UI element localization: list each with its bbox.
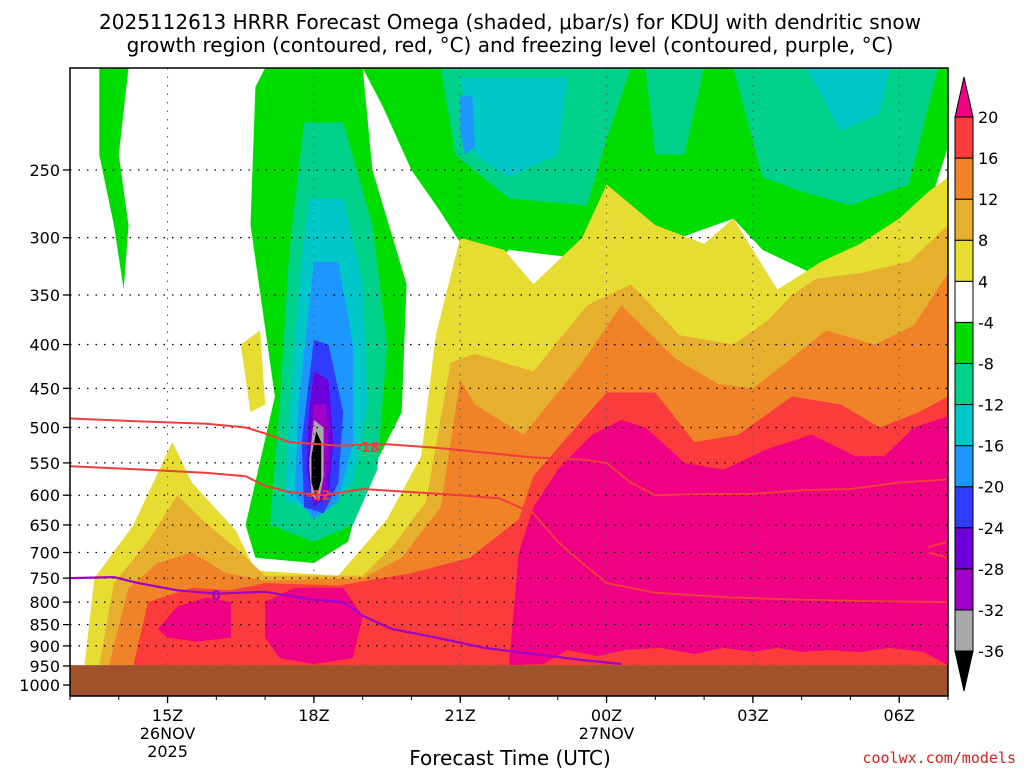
colorbar-bin-min (954, 650, 974, 692)
dgz-contour-label: -18 (356, 441, 380, 456)
x-tick-label-00Z: 00Z (591, 706, 622, 725)
x-tick-label-15Z: 15Z (152, 706, 183, 725)
y-tick-label-800: 800 (29, 593, 60, 612)
omega-region--16-8 (460, 77, 568, 178)
colorbar-label-20: 20 (978, 108, 998, 127)
omega-region--8-0 (99, 68, 129, 290)
colorbar-label-12: 12 (978, 190, 998, 209)
chart-title-line2: growth region (contoured, red, °C) and f… (127, 33, 894, 57)
dgz-contour-segment-2 (928, 540, 948, 549)
colorbar-bin-6 (954, 362, 974, 406)
omega-region-4-18 (240, 330, 266, 413)
dgz-contour--12-1 (70, 465, 948, 604)
ground-below-surface (70, 665, 948, 696)
x-tick-date-00Z: 27NOV (579, 724, 635, 743)
colorbar-label--24: -24 (978, 519, 1004, 538)
dgz-contour--18-0 (70, 417, 948, 497)
y-tick-label-250: 250 (29, 161, 60, 180)
y-tick-label-900: 900 (29, 637, 60, 656)
colorbar-bin-0 (954, 609, 974, 652)
y-tick-label-850: 850 (29, 616, 60, 635)
colorbar-label--32: -32 (978, 601, 1004, 620)
y-tick-label-550: 550 (29, 454, 60, 473)
y-tick-label-300: 300 (29, 229, 60, 248)
colorbar-label-4: 4 (978, 272, 988, 291)
y-tick-label-1000: 1000 (19, 676, 60, 695)
colorbar-label-8: 8 (978, 231, 988, 250)
colorbar-label--20: -20 (978, 478, 1004, 497)
x-axis-label: Forecast Time (UTC) (409, 746, 611, 768)
dgz-contour-label: -12 (307, 489, 331, 504)
contour-lines: -18 -12 0 (70, 417, 948, 666)
y-tick-label-350: 350 (29, 286, 60, 305)
y-tick-label-950: 950 (29, 657, 60, 676)
colorbar-label--8: -8 (978, 354, 994, 373)
y-tick-label-600: 600 (29, 486, 60, 505)
x-tick-label-06Z: 06Z (884, 706, 915, 725)
omega-region--20-11 (460, 96, 475, 155)
colorbar-bin-10 (954, 198, 974, 241)
y-tick-label-500: 500 (29, 418, 60, 437)
omega-region--12-5 (645, 68, 705, 155)
x-tick-year-15Z: 2025 (147, 742, 188, 761)
pressure-axis: 250 300 350 400 450 500 550 600 650 700 750 800 850 9… (19, 161, 70, 695)
colorbar-label--4: -4 (978, 313, 994, 332)
y-tick-label-650: 650 (29, 516, 60, 535)
plot-area: -18 -12 0 (70, 68, 948, 696)
y-tick-label-450: 450 (29, 379, 60, 398)
colorbar-bin-3 (954, 486, 974, 529)
colorbar-label--28: -28 (978, 560, 1004, 579)
chart-title-line1: 2025112613 HRRR Forecast Omega (shaded, … (99, 10, 921, 34)
x-tick-label-21Z: 21Z (445, 706, 476, 725)
colorbar-bin-7 (954, 321, 974, 364)
omega-region-20-24 (509, 416, 948, 666)
colorbar-bin-8 (954, 280, 974, 323)
colorbar-label--36: -36 (978, 642, 1004, 661)
omega-region--12-6 (733, 68, 939, 206)
x-tick-label-03Z: 03Z (737, 706, 768, 725)
omega-region--40-16 (311, 431, 322, 499)
colorbar-bin-4 (954, 445, 974, 488)
omega-shading (84, 68, 948, 666)
colorbar-bin-5 (954, 404, 974, 447)
colorbar-label--16: -16 (978, 437, 1004, 456)
y-tick-label-400: 400 (29, 336, 60, 355)
x-tick-label-18Z: 18Z (298, 706, 329, 725)
colorbar-bin-1 (954, 568, 974, 611)
credit-text: coolwx.com/models (862, 749, 1016, 767)
colorbar-label--12: -12 (978, 396, 1004, 415)
freezing-level-label: 0 (212, 589, 221, 604)
colorbar-bin-11 (954, 157, 974, 200)
colorbar-bin-max (954, 76, 974, 118)
colorbar-bin-2 (954, 527, 974, 570)
colorbar-bin-9 (954, 239, 974, 282)
x-tick-date-15Z: 26NOV (140, 724, 196, 743)
omega-region--16-9 (806, 68, 890, 131)
freezing-level-contour (70, 575, 622, 666)
colorbar-bin-12 (954, 116, 974, 159)
y-tick-label-700: 700 (29, 544, 60, 563)
omega-region-20-23 (265, 587, 363, 664)
y-tick-label-750: 750 (29, 569, 60, 588)
omega-region-20-22 (157, 597, 231, 642)
colorbar-label-16: 16 (978, 149, 998, 168)
dgz-contour-segment-3 (928, 551, 948, 559)
omega-colorbar: 20 16 12 8 4 -4 -8 -12 -16 -20 -24 -28 -32 -36 (954, 76, 1004, 692)
